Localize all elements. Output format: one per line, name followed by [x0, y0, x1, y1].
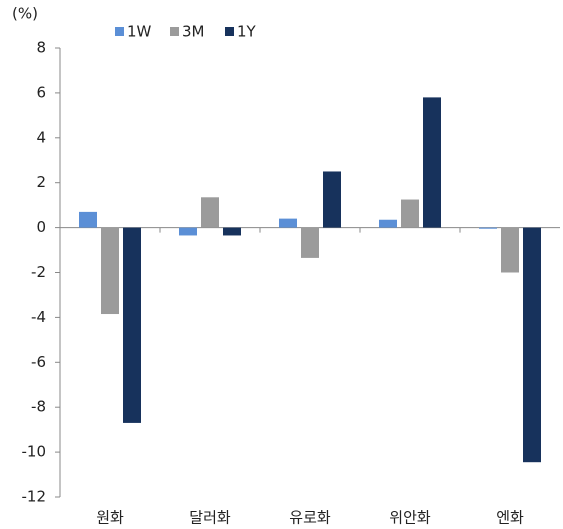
- y-tick-label: 8: [36, 39, 46, 57]
- y-tick-label: 0: [36, 218, 46, 236]
- y-tick-label: 4: [36, 128, 46, 146]
- legend-label: 3M: [182, 23, 205, 41]
- legend-swatch: [225, 27, 234, 36]
- unit-label: (%): [12, 5, 38, 23]
- bar: [201, 197, 219, 228]
- legend-label: 1Y: [237, 23, 257, 41]
- bar: [401, 199, 419, 228]
- bar: [123, 227, 141, 423]
- bar: [79, 211, 97, 228]
- x-tick-label: 엔화: [496, 509, 524, 527]
- y-tick-label: -4: [31, 308, 46, 326]
- bar: [423, 97, 441, 228]
- legend-swatch: [115, 27, 124, 36]
- bar: [323, 171, 341, 228]
- legend-swatch: [170, 27, 179, 36]
- y-tick-label: -10: [22, 443, 47, 461]
- x-tick-label: 위안화: [389, 509, 431, 527]
- bar: [223, 227, 241, 236]
- bar: [101, 227, 119, 315]
- x-tick-label: 달러화: [189, 509, 231, 527]
- bar: [523, 227, 541, 463]
- y-tick-label: -2: [31, 263, 46, 281]
- bar: [179, 227, 197, 236]
- x-tick-label: 원화: [96, 509, 124, 527]
- y-tick-label: 6: [36, 83, 46, 101]
- y-tick-label: -8: [31, 398, 46, 416]
- x-tick-label: 유로화: [289, 509, 331, 527]
- bar: [379, 219, 397, 228]
- bar: [301, 227, 319, 258]
- y-tick-label: -6: [31, 353, 46, 371]
- y-tick-label: 2: [36, 173, 46, 191]
- y-tick-label: -12: [22, 488, 47, 506]
- bar: [279, 218, 297, 228]
- legend-label: 1W: [127, 23, 152, 41]
- bar: [501, 227, 519, 273]
- bar: [479, 227, 497, 229]
